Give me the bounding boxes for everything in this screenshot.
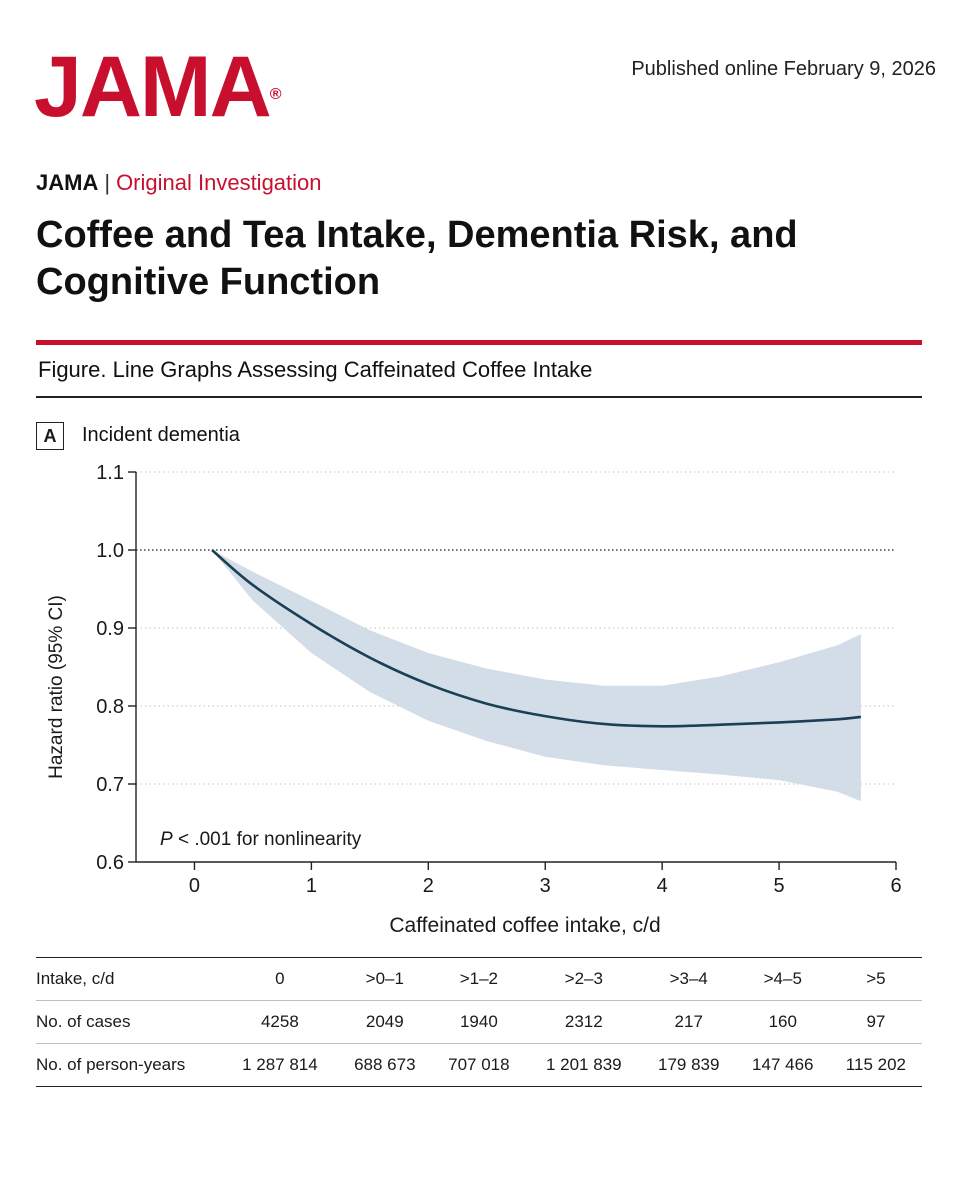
x-tick-label: 3	[540, 875, 551, 897]
journal-name: JAMA	[36, 170, 99, 195]
jama-logo: JAMA®	[34, 39, 282, 135]
table-cell: 688 673	[337, 1043, 432, 1087]
panel-letter: A	[36, 422, 64, 450]
confidence-band	[212, 550, 861, 802]
x-tick-label: 6	[890, 875, 901, 897]
table-cell: 2312	[525, 1000, 642, 1044]
y-tick-label: 0.7	[96, 774, 124, 796]
table-cell: >3–4	[641, 957, 736, 1001]
x-axis-label: Caffeinated coffee intake, c/d	[389, 914, 660, 937]
table-cell: 2049	[337, 1000, 432, 1044]
table-row: Intake, c/d 0 >0–1 >1–2 >2–3 >3–4 >4–5 >5	[36, 957, 922, 1001]
cases-table: Intake, c/d 0 >0–1 >1–2 >2–3 >3–4 >4–5 >5 No. of…	[36, 957, 922, 1087]
p-symbol: P	[160, 829, 173, 850]
row-label: Intake, c/d	[36, 957, 222, 1001]
row-label: No. of cases	[36, 1000, 222, 1044]
y-tick-label: 0.6	[96, 852, 124, 874]
table-cell: 97	[829, 1000, 922, 1044]
table-cell: >5	[829, 957, 922, 1001]
table-cell: 4258	[222, 1000, 338, 1044]
y-tick-label: 0.8	[96, 696, 124, 718]
kicker-separator: |	[104, 170, 111, 195]
table-cell: 0	[222, 957, 338, 1001]
publication-date: Published online February 9, 2026	[631, 58, 936, 80]
y-axis-label: Hazard ratio (95% CI)	[46, 595, 67, 779]
table-cell: 147 466	[735, 1043, 830, 1087]
article-kicker: JAMA | Original Investigation	[36, 170, 322, 196]
table-row: No. of cases 4258 2049 1940 2312 217 160 97	[36, 1000, 922, 1044]
table-row: No. of person-years 1 287 814 688 673 707 0…	[36, 1043, 922, 1087]
table-cell: 179 839	[641, 1043, 736, 1087]
p-text: < .001 for nonlinearity	[173, 829, 362, 850]
x-tick-label: 5	[774, 875, 785, 897]
caption-divider	[36, 396, 922, 398]
hazard-ratio-line	[211, 549, 862, 728]
panel-title: Incident dementia	[82, 424, 240, 446]
x-tick-label: 0	[189, 875, 200, 897]
x-tick-label: 2	[423, 875, 434, 897]
y-tick-label: 1.0	[96, 540, 124, 562]
title-divider	[36, 340, 922, 345]
table-cell: 1 287 814	[222, 1043, 338, 1087]
table-cell: 160	[735, 1000, 830, 1044]
nonlinearity-annotation: P < .001 for nonlinearity	[160, 829, 362, 850]
y-tick-label: 1.1	[96, 462, 124, 484]
table-cell: >1–2	[431, 957, 526, 1001]
table-cell: 1 201 839	[525, 1043, 642, 1087]
table-cell: 217	[641, 1000, 736, 1044]
table-cell: 115 202	[829, 1043, 922, 1087]
x-tick-label: 4	[657, 875, 668, 897]
hazard-ratio-chart: 0.6 0.7 0.8 0.9 1.0 1.1 0 1 2 3 4 5 6 P < .001 for n…	[46, 462, 902, 937]
table-cell: 707 018	[431, 1043, 526, 1087]
y-tick-label: 0.9	[96, 618, 124, 640]
article-title: Coffee and Tea Intake, Dementia Risk, an…	[36, 214, 798, 303]
registered-mark: ®	[269, 86, 282, 103]
table-cell: 1940	[431, 1000, 526, 1044]
figure-caption: Figure. Line Graphs Assessing Caffeinate…	[38, 357, 593, 382]
x-tick-label: 1	[306, 875, 317, 897]
row-label: No. of person-years	[36, 1043, 222, 1087]
table-cell: >4–5	[735, 957, 830, 1001]
article-section[interactable]: Original Investigation	[116, 170, 322, 195]
table-cell: >2–3	[525, 957, 642, 1001]
table-cell: >0–1	[337, 957, 432, 1001]
